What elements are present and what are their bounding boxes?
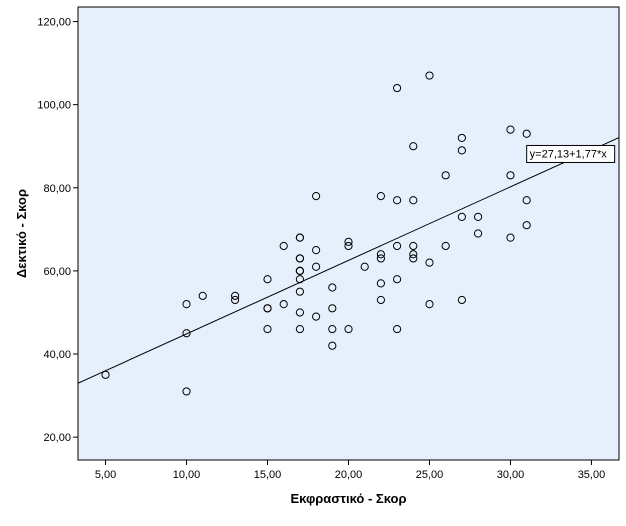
data-point [409,254,418,263]
data-point [328,341,337,350]
data-point [182,300,191,309]
x-tick-label: 25,00 [416,469,444,481]
x-tick-label: 15,00 [254,469,282,481]
data-point [506,233,515,242]
x-tick-label: 5,00 [95,469,116,481]
data-point [392,324,402,334]
data-point [441,171,450,180]
data-point [231,291,240,300]
data-point [231,295,240,305]
data-point [295,287,305,296]
data-point [328,324,337,334]
data-point [506,125,515,134]
data-point [473,229,483,238]
data-point [392,275,402,284]
data-point [263,304,272,313]
y-tick-label: 120,00 [37,17,71,29]
data-point [409,196,418,205]
plot-area [77,6,620,461]
data-point [279,300,288,309]
data-point [101,370,110,379]
equation-label: y=27,13+1,77*x [530,148,608,160]
y-axis-title: Δεκτικό - Σκορ [14,189,29,278]
data-point [457,133,466,143]
data-point [376,279,385,288]
data-point [295,266,305,276]
data-point [457,212,466,221]
data-point [473,212,483,221]
data-points [101,71,596,396]
data-point [312,246,321,255]
data-point [312,262,321,271]
data-point [328,283,337,292]
data-point [263,324,272,334]
y-tick-label: 40,00 [43,349,71,361]
regression-line [78,137,619,384]
equation-box [526,144,616,163]
x-axis: 5,00 10,00 15,00 20,00 25,00 30,00 35,00 [95,460,605,481]
data-point [295,275,305,284]
data-point [376,250,385,259]
data-point [409,241,418,251]
x-tick-label: 30,00 [497,469,525,481]
x-tick-label: 35,00 [578,469,606,481]
x-tick-label: 10,00 [173,469,201,481]
data-point [376,191,385,201]
data-point [506,171,515,180]
data-point [425,71,434,80]
equation-annotation: y=27,13+1,77*x [526,144,616,163]
data-point [198,291,207,300]
data-point [392,196,402,205]
data-point [295,308,305,317]
data-point [344,324,353,334]
data-point [522,129,531,138]
data-point [295,233,305,242]
data-point [425,300,434,309]
data-point [409,250,418,259]
data-point [522,221,531,230]
data-point [441,241,450,251]
data-point [360,262,369,271]
data-point [376,295,385,305]
data-point [328,304,337,313]
data-point [409,142,418,151]
data-point [312,191,321,201]
y-tick-label: 60,00 [43,266,71,278]
y-tick-label: 20,00 [43,432,71,444]
data-point [344,241,353,251]
data-point [392,241,402,251]
data-point [522,196,531,205]
data-point [263,275,272,284]
data-point [344,237,353,246]
y-tick-label: 100,00 [37,100,71,112]
data-point [182,387,191,396]
data-point [457,146,466,155]
data-point [182,329,191,338]
data-point [279,241,288,251]
data-point [312,312,321,321]
data-point [376,254,385,263]
data-point [295,324,305,334]
data-point [295,254,305,263]
data-point [457,295,466,305]
data-point [425,258,434,267]
y-axis: 20,00 40,00 60,00 80,00 100,00 120,00 [37,17,78,444]
data-point [392,83,402,93]
x-tick-label: 20,00 [335,469,363,481]
x-axis-title: Εκφραστικό - Σκορ [290,491,406,506]
y-tick-label: 80,00 [43,183,71,195]
